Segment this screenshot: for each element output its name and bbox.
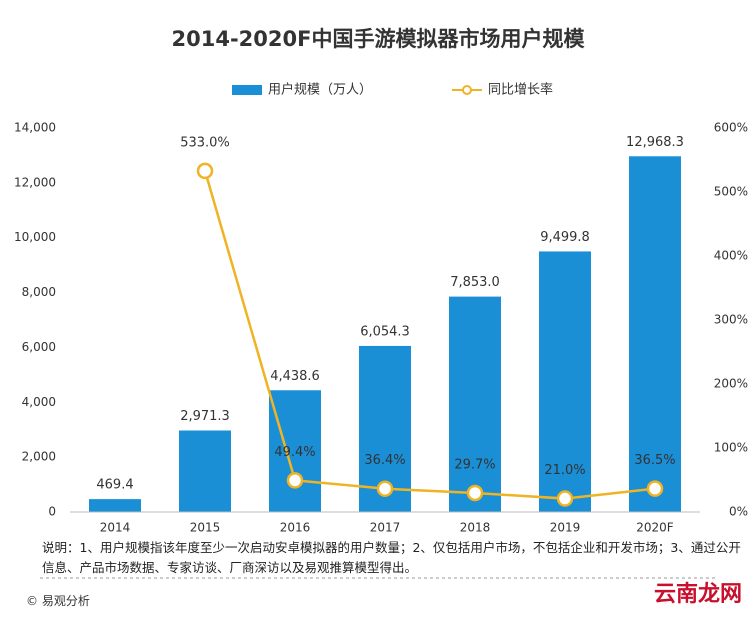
y2-tick-label: 300%	[714, 313, 748, 327]
line-value-label: 49.4%	[274, 445, 315, 460]
y2-tick-label: 100%	[714, 441, 748, 455]
y2-tick-label: 0%	[729, 505, 748, 519]
note: 说明：1、用户规模指该年度至少一次启动安卓模拟器的用户数量；2、仅包括用户市场，…	[42, 540, 741, 575]
y-tick-label: 2,000	[22, 450, 56, 464]
line-marker	[376, 480, 394, 497]
y2-tick-label: 500%	[714, 185, 748, 199]
x-tick-label: 2017	[370, 521, 401, 535]
y-tick-label: 12,000	[14, 175, 56, 189]
bar-value-label: 469.4	[96, 478, 133, 493]
y-tick-label: 6,000	[22, 340, 56, 354]
line-marker	[196, 162, 214, 180]
legend-label: 同比增长率	[488, 82, 553, 98]
y-tick-label: 14,000	[14, 121, 56, 135]
line-marker	[466, 484, 484, 502]
y-tick-label: 8,000	[22, 285, 56, 299]
y-tick-label: 10,000	[14, 230, 56, 244]
chart-title: 2014-2020F中国手游模拟器市场用户规模	[172, 27, 586, 51]
bar	[629, 156, 681, 513]
line-marker	[556, 490, 574, 507]
bar	[269, 390, 321, 512]
bar-value-label: 6,054.3	[360, 324, 410, 339]
x-tick-label: 2018	[460, 521, 491, 535]
y2-tick-label: 200%	[714, 377, 748, 391]
y-tick-label: 0	[48, 505, 56, 519]
y2-tick-label: 600%	[714, 121, 748, 135]
source: © 易观分析	[26, 594, 90, 608]
bar	[539, 251, 591, 512]
legend-label: 用户规模（万人）	[268, 82, 372, 98]
legend-swatch	[462, 85, 472, 95]
line-value-label: 36.5%	[634, 453, 675, 468]
x-tick-label: 2014	[100, 521, 131, 535]
bar	[89, 499, 141, 512]
line-marker	[646, 480, 664, 497]
legend-swatch	[232, 85, 262, 95]
bar-value-label: 7,853.0	[450, 275, 500, 290]
line-value-label: 21.0%	[544, 463, 585, 478]
line-marker	[286, 472, 304, 489]
bar-value-label: 12,968.3	[626, 135, 684, 150]
x-tick-label: 2019	[550, 521, 581, 535]
y-tick-label: 4,000	[22, 395, 56, 409]
line	[203, 170, 656, 500]
line-value-label: 533.0%	[180, 135, 230, 150]
bar-value-label: 9,499.8	[540, 230, 590, 245]
line-value-label: 36.4%	[364, 453, 405, 468]
x-tick-label: 2016	[280, 521, 311, 535]
bar	[449, 296, 501, 512]
logo: 云南龙网	[653, 582, 742, 607]
y2-tick-label: 400%	[714, 249, 748, 263]
line-value-label: 29.7%	[454, 457, 495, 472]
x-tick-label: 2015	[190, 521, 221, 535]
bar-value-label: 4,438.6	[270, 369, 320, 384]
bar-value-label: 2,971.3	[180, 409, 230, 424]
bar	[179, 430, 231, 512]
x-tick-label: 2020F	[636, 521, 674, 535]
